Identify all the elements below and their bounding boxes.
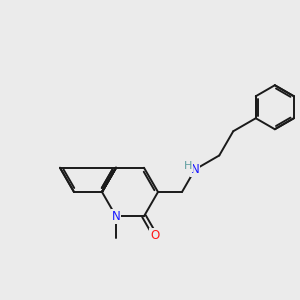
Text: H: H (184, 161, 192, 172)
Text: N: N (190, 163, 200, 176)
Text: O: O (150, 229, 160, 242)
Text: N: N (112, 210, 120, 223)
